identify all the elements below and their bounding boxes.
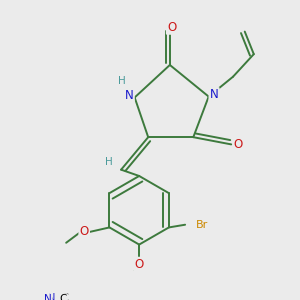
Text: H: H (118, 76, 126, 86)
Text: C: C (59, 294, 67, 300)
Text: Br: Br (196, 220, 208, 230)
Text: C: C (61, 293, 68, 300)
Text: O: O (80, 225, 89, 239)
Text: N: N (48, 293, 55, 300)
Text: O: O (134, 258, 144, 271)
Text: O: O (234, 138, 243, 151)
Text: N: N (44, 294, 52, 300)
Text: H: H (105, 158, 112, 167)
Text: N: N (210, 88, 218, 101)
Text: N: N (125, 89, 134, 102)
Text: O: O (167, 21, 176, 34)
